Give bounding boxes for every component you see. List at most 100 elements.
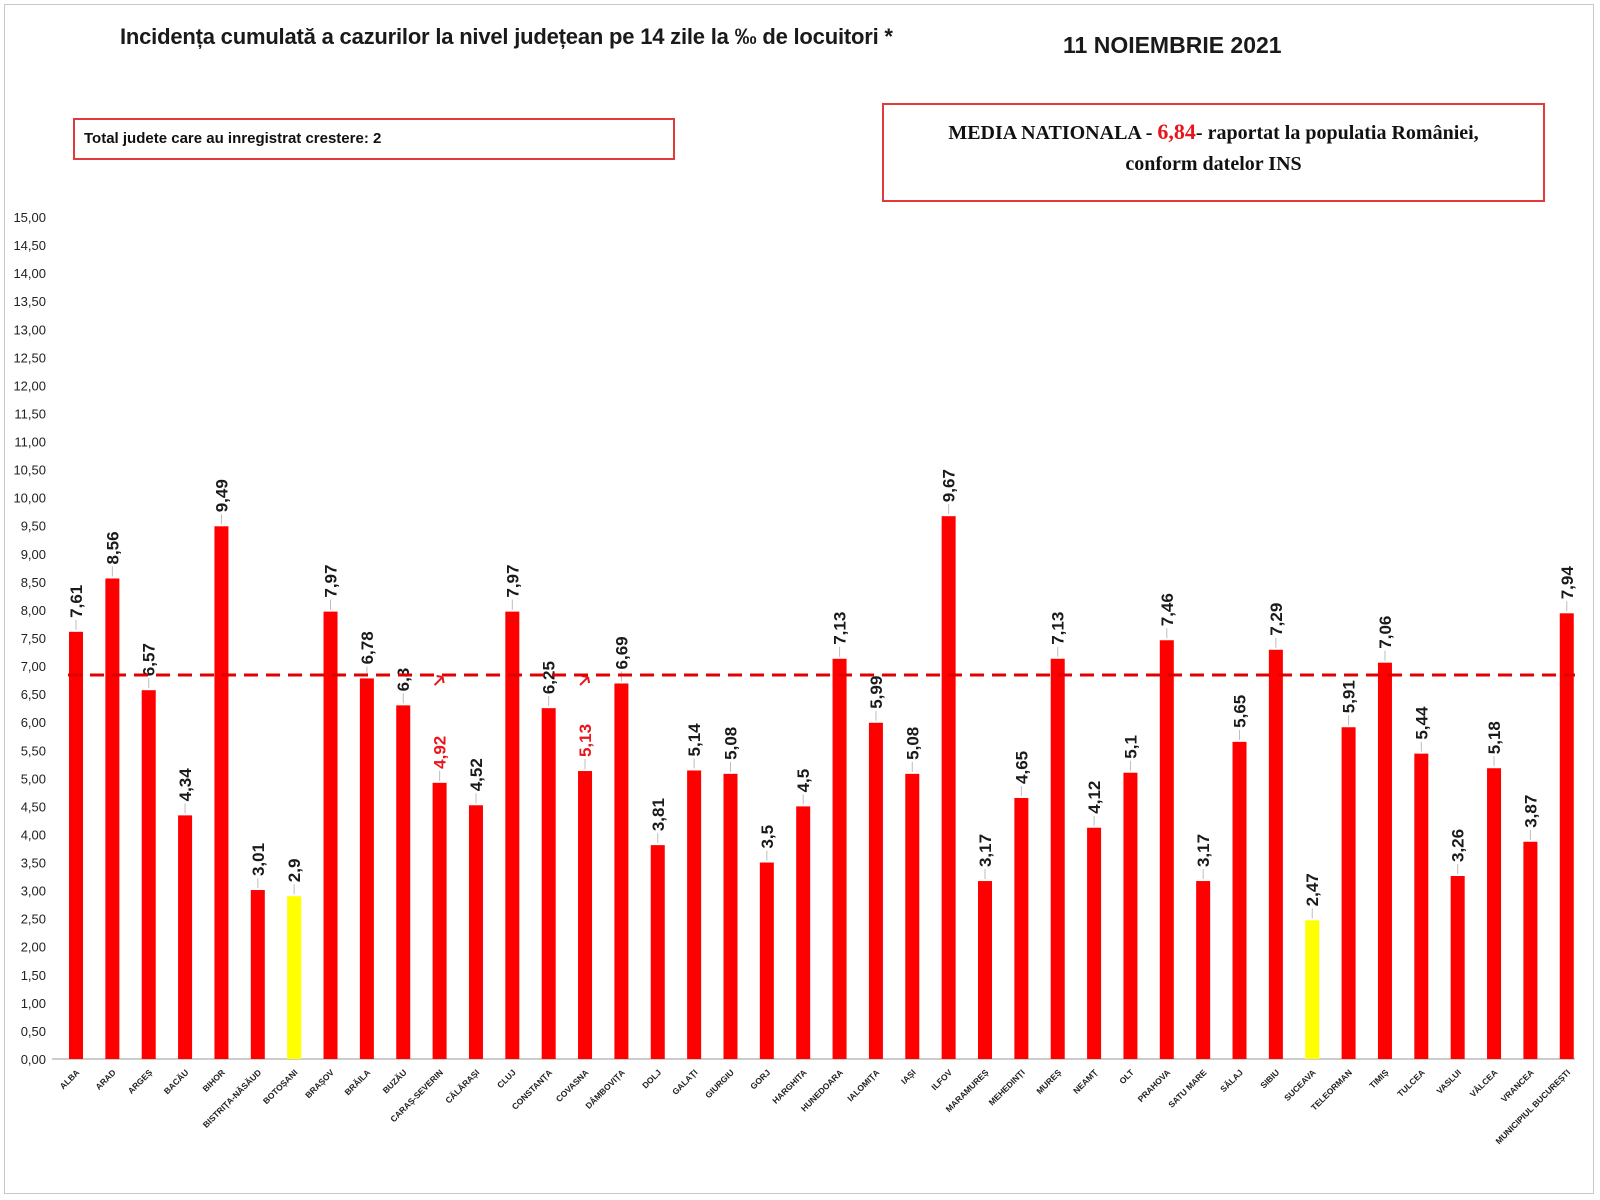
- category-label: BRĂILA: [343, 1067, 373, 1097]
- national-mean-box: MEDIA NATIONALA - 6,84- raportat la popu…: [882, 103, 1545, 202]
- report-date: 11 NOIEMBRIE 2021: [1063, 32, 1282, 58]
- bar: [1414, 753, 1429, 1059]
- data-label: 6,69: [612, 636, 631, 669]
- bar: [105, 578, 120, 1059]
- bar: [868, 722, 883, 1059]
- bar: [650, 845, 665, 1059]
- bar: [614, 683, 629, 1059]
- bar: [759, 862, 774, 1059]
- category-label: SĂLAJ: [1218, 1067, 1245, 1094]
- bar: [941, 516, 956, 1059]
- category-label: MUREȘ: [1034, 1067, 1063, 1096]
- data-label: 4,65: [1012, 751, 1031, 784]
- bar: [69, 631, 83, 1059]
- bar: [1523, 841, 1538, 1059]
- data-label: 4,52: [467, 758, 486, 791]
- bar: [250, 890, 265, 1059]
- y-tick-label: 2,50: [21, 912, 46, 927]
- y-tick-label: 8,50: [21, 575, 46, 590]
- data-label: 4,12: [1085, 781, 1104, 814]
- category-label: GALAȚI: [670, 1067, 699, 1096]
- bar: [1123, 772, 1138, 1059]
- category-label: MUNICIPIUL BUCUREȘTI: [1493, 1067, 1572, 1146]
- bar: [1377, 662, 1392, 1059]
- y-tick-label: 15,00: [13, 210, 46, 225]
- data-label: 2,47: [1303, 873, 1322, 906]
- increase-arrow-icon: [433, 675, 445, 686]
- data-label: 9,49: [212, 479, 231, 512]
- y-tick-label: 7,00: [21, 659, 46, 674]
- data-label: 7,13: [1049, 612, 1068, 645]
- y-tick-label: 9,50: [21, 519, 46, 534]
- bar: [578, 771, 593, 1059]
- bar: [1232, 741, 1247, 1059]
- category-label: BUZĂU: [381, 1067, 409, 1095]
- data-label: 3,26: [1449, 829, 1468, 862]
- y-tick-label: 11,00: [14, 435, 46, 450]
- bar: [1487, 768, 1502, 1059]
- bar: [1305, 920, 1320, 1059]
- category-label: ALBA: [58, 1067, 82, 1091]
- data-label: 5,14: [685, 723, 704, 757]
- y-tick-label: 6,50: [21, 687, 46, 702]
- y-tick-label: 12,50: [13, 350, 46, 365]
- y-tick-label: 1,00: [21, 996, 46, 1011]
- data-label: 5,1: [1121, 735, 1140, 759]
- bar: [1196, 881, 1211, 1059]
- category-label: ARGEȘ: [126, 1067, 155, 1096]
- category-label: MEHEDINȚI: [987, 1067, 1027, 1107]
- data-label: 5,65: [1231, 695, 1250, 728]
- category-label: TULCEA: [1395, 1067, 1426, 1098]
- category-label: GORJ: [748, 1067, 772, 1091]
- data-label: 3,01: [249, 843, 268, 876]
- data-label: 9,67: [940, 469, 959, 502]
- national-mean-suffix: - raportat la populatia României,: [1195, 122, 1479, 144]
- data-label: 6,25: [540, 661, 559, 694]
- category-label: ILFOV: [929, 1067, 954, 1092]
- data-label: 4,92: [431, 736, 450, 769]
- y-tick-label: 6,00: [21, 715, 46, 730]
- y-tick-label: 10,00: [13, 491, 46, 506]
- data-label: 3,17: [976, 834, 995, 867]
- bar: [178, 815, 193, 1059]
- y-tick-label: 8,00: [21, 603, 46, 618]
- category-label: PRAHOVA: [1136, 1067, 1173, 1104]
- bar: [1341, 727, 1356, 1059]
- bar: [468, 805, 483, 1059]
- data-label: 8,56: [103, 531, 122, 564]
- chart-frame: [4, 4, 1594, 1194]
- increase-arrow-icon: [579, 675, 591, 686]
- category-label: VÂLCEA: [1467, 1067, 1499, 1099]
- bar: [723, 773, 738, 1059]
- data-label: 7,97: [503, 565, 522, 598]
- category-label: BACĂU: [162, 1067, 191, 1096]
- y-tick-label: 13,50: [13, 294, 46, 309]
- bar: [214, 526, 229, 1059]
- increase-count-text: Total judete care au inregistrat crester…: [84, 130, 382, 147]
- category-label: HARGHITA: [770, 1067, 808, 1105]
- chart-title: Incidența cumulată a cazurilor la nivel …: [120, 24, 893, 49]
- y-tick-label: 4,00: [21, 827, 46, 842]
- category-label: CLUJ: [495, 1067, 518, 1090]
- data-label: 4,5: [794, 769, 813, 793]
- y-tick-label: 5,00: [21, 771, 46, 786]
- category-label: TIMIȘ: [1367, 1067, 1390, 1090]
- y-tick-label: 14,00: [13, 266, 46, 281]
- bar: [1450, 876, 1465, 1059]
- y-tick-label: 9,00: [21, 547, 46, 562]
- bar: [323, 611, 338, 1059]
- category-label: DOLJ: [640, 1067, 663, 1090]
- data-label: 6,78: [358, 631, 377, 664]
- category-label: BRAȘOV: [303, 1067, 336, 1100]
- data-label: 4,34: [176, 768, 195, 802]
- y-tick-label: 13,00: [13, 322, 46, 337]
- y-tick-label: 4,50: [21, 799, 46, 814]
- y-tick-label: 12,00: [13, 378, 46, 393]
- data-label: 7,06: [1376, 616, 1395, 649]
- data-label: 2,9: [285, 859, 304, 883]
- bar: [1087, 827, 1102, 1059]
- bar: [396, 705, 411, 1059]
- bar: [978, 881, 992, 1059]
- data-label: 6,3: [394, 668, 413, 692]
- category-label: GIURGIU: [703, 1067, 736, 1100]
